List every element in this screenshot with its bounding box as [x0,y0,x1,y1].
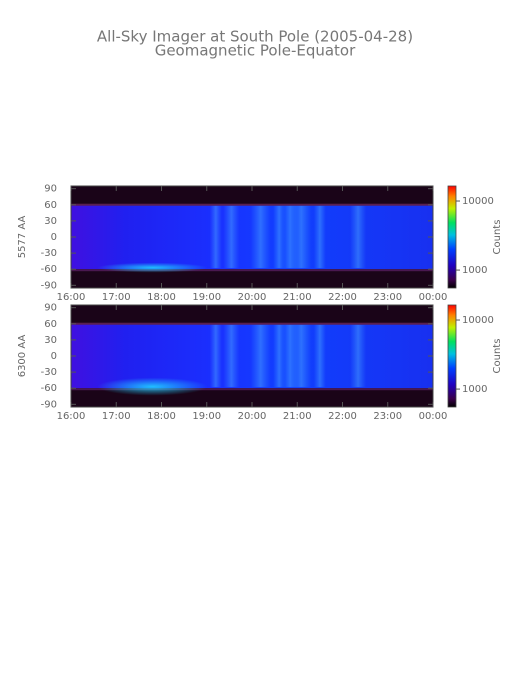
keogram-glow [97,262,208,273]
keogram-streak [250,205,271,269]
keogram-glow [97,377,208,396]
x-tick-label: 23:00 [373,292,402,303]
chart-subtitle: Geomagnetic Pole-Equator [155,42,356,60]
x-tick-label: 21:00 [283,411,312,422]
keogram-streak [250,324,271,388]
x-tick-label: 20:00 [238,292,267,303]
y-tick-label: -90 [41,280,57,291]
keogram-streak [223,205,240,269]
y-tick-label: 0 [51,232,57,243]
keogram-streak [273,205,286,269]
keogram-streak [313,324,326,388]
y-axis-label: 6300 AA [17,335,28,378]
y-tick-label: -30 [41,248,57,259]
keogram-band [71,322,433,325]
keogram-streak [291,205,312,269]
keogram-streak [313,205,326,269]
y-tick-label: 60 [44,319,57,330]
y-tick-label: 90 [44,184,57,195]
y-tick-label: 0 [51,351,57,362]
x-tick-label: 18:00 [147,292,176,303]
keogram-streak [223,324,240,388]
colorbar [447,185,457,289]
x-tick-label: 21:00 [283,292,312,303]
keogram-streak [350,205,367,269]
y-tick-label: -90 [41,399,57,410]
keogram-band [71,203,433,206]
x-tick-label: 00:00 [419,292,448,303]
y-tick-label: -60 [41,264,57,275]
keogram-streak [291,324,312,388]
x-tick-label: 16:00 [57,411,86,422]
y-tick-label: -60 [41,383,57,394]
chart-title: All-Sky Imager at South Pole (2005-04-28… [97,28,413,46]
colorbar-tick-label: 1000 [462,265,487,276]
y-tick-label: 90 [44,303,57,314]
colorbar-tick-label: 10000 [462,315,494,326]
keogram-streak [350,324,367,388]
x-tick-label: 16:00 [57,292,86,303]
colorbar-tick-label: 1000 [462,384,487,395]
x-tick-label: 17:00 [102,292,131,303]
x-tick-label: 23:00 [373,411,402,422]
x-tick-label: 19:00 [192,411,221,422]
y-axis-label: 5577 AA [17,216,28,259]
keogram-streak [273,324,286,388]
y-tick-label: 30 [44,335,57,346]
colorbar-tick-label: 10000 [462,196,494,207]
x-tick-label: 18:00 [147,411,176,422]
x-tick-label: 20:00 [238,411,267,422]
keogram-streak [209,205,222,269]
colorbar-label: Counts [492,339,503,374]
x-tick-label: 22:00 [328,292,357,303]
keogram-band [71,269,433,272]
y-tick-label: 30 [44,216,57,227]
y-tick-label: 60 [44,200,57,211]
y-tick-label: -30 [41,367,57,378]
colorbar-label: Counts [492,220,503,255]
x-tick-label: 17:00 [102,411,131,422]
x-tick-label: 19:00 [192,292,221,303]
x-tick-label: 22:00 [328,411,357,422]
keogram-streak [209,324,222,388]
colorbar [447,304,457,408]
x-tick-label: 00:00 [419,411,448,422]
keogram-band [71,388,433,391]
